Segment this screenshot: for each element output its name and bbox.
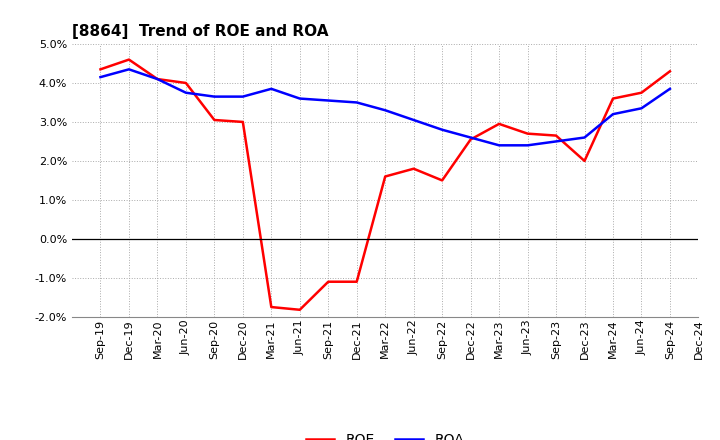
ROA — [352, 100, 361, 105]
ROE — [352, 279, 361, 284]
Line: ROE: ROE — [101, 59, 670, 310]
ROA — [125, 67, 133, 72]
ROE — [523, 131, 532, 136]
ROE — [665, 69, 674, 74]
ROE — [381, 174, 390, 179]
ROE — [608, 96, 617, 101]
ROA — [467, 135, 475, 140]
ROA — [96, 74, 105, 80]
ROA — [153, 77, 162, 82]
ROE — [125, 57, 133, 62]
ROE — [467, 137, 475, 142]
Text: [8864]  Trend of ROE and ROA: [8864] Trend of ROE and ROA — [72, 24, 328, 39]
ROA — [238, 94, 247, 99]
ROE — [438, 178, 446, 183]
ROE — [552, 133, 560, 138]
ROE — [637, 90, 646, 95]
Line: ROA: ROA — [101, 70, 670, 145]
ROE — [580, 158, 589, 164]
ROA — [210, 94, 219, 99]
ROE — [238, 119, 247, 125]
ROE — [210, 117, 219, 123]
ROA — [324, 98, 333, 103]
ROE — [295, 307, 304, 312]
ROA — [637, 106, 646, 111]
ROA — [608, 111, 617, 117]
ROE — [267, 304, 276, 310]
ROA — [295, 96, 304, 101]
ROE — [181, 81, 190, 86]
ROE — [410, 166, 418, 171]
ROA — [267, 86, 276, 92]
Legend: ROE, ROA: ROE, ROA — [301, 427, 469, 440]
ROA — [438, 127, 446, 132]
ROA — [410, 117, 418, 123]
ROE — [96, 67, 105, 72]
ROA — [181, 90, 190, 95]
ROA — [381, 108, 390, 113]
ROA — [495, 143, 503, 148]
ROE — [153, 77, 162, 82]
ROE — [324, 279, 333, 284]
ROA — [665, 86, 674, 92]
ROE — [495, 121, 503, 127]
ROA — [523, 143, 532, 148]
ROA — [580, 135, 589, 140]
ROA — [552, 139, 560, 144]
